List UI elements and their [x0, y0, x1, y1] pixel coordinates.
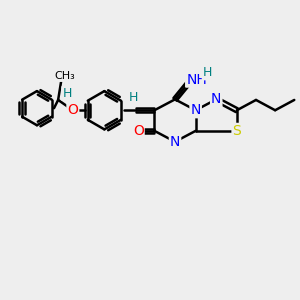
- Text: N: N: [211, 92, 221, 106]
- Text: N: N: [170, 135, 180, 149]
- Text: N: N: [190, 103, 201, 117]
- Text: CH₃: CH₃: [54, 71, 75, 81]
- Text: O: O: [68, 103, 78, 117]
- Text: H: H: [203, 66, 212, 80]
- Text: O: O: [133, 124, 144, 138]
- Text: H: H: [62, 87, 72, 100]
- Text: H: H: [129, 92, 139, 104]
- Text: NH: NH: [186, 73, 207, 87]
- Text: S: S: [232, 124, 241, 138]
